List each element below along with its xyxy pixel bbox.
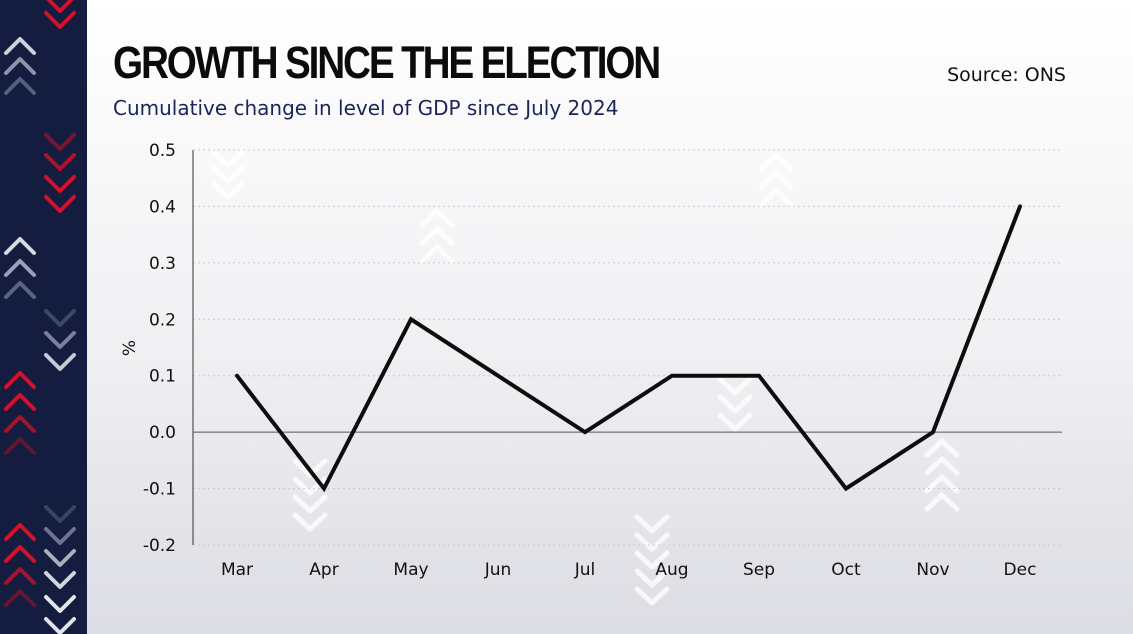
x-tick-label: Nov bbox=[916, 560, 949, 580]
y-tick-label: 0.3 bbox=[149, 254, 176, 274]
data-point bbox=[844, 487, 848, 491]
series-layer bbox=[235, 204, 1022, 493]
background-chevrons bbox=[210, 148, 960, 606]
x-tick-label: Mar bbox=[221, 560, 253, 580]
x-tick-labels: Mar Apr May Jun Jul Aug Sep Oct Nov Dec bbox=[221, 560, 1036, 580]
y-tick-label: 0.0 bbox=[149, 423, 176, 443]
y-tick-label: -0.1 bbox=[143, 480, 176, 500]
y-tick-labels: 0.5 0.4 0.3 0.2 0.1 0.0 -0.1 -0.2 bbox=[143, 141, 176, 556]
y-tick-label: 0.5 bbox=[149, 141, 176, 161]
data-point bbox=[409, 317, 413, 321]
x-tick-label: Dec bbox=[1004, 560, 1037, 580]
data-point bbox=[1018, 204, 1022, 208]
x-tick-label: Sep bbox=[743, 560, 775, 580]
data-point bbox=[235, 374, 239, 378]
x-tick-label: Jul bbox=[574, 560, 596, 580]
chart-subtitle: Cumulative change in level of GDP since … bbox=[113, 96, 619, 120]
x-tick-label: Oct bbox=[831, 560, 861, 580]
y-tick-label: 0.1 bbox=[149, 367, 176, 387]
x-tick-label: Jun bbox=[484, 560, 512, 580]
source-label: Source: ONS bbox=[947, 64, 1066, 86]
data-point bbox=[757, 374, 761, 378]
x-tick-label: May bbox=[393, 560, 428, 580]
y-tick-label: 0.2 bbox=[149, 310, 176, 330]
data-point bbox=[322, 487, 326, 491]
series-line bbox=[235, 204, 1022, 493]
data-point bbox=[931, 430, 935, 434]
y-tick-label: 0.4 bbox=[149, 197, 176, 217]
data-point bbox=[496, 374, 500, 378]
chevron-pattern-icon bbox=[4, 0, 76, 634]
x-tick-label: Apr bbox=[309, 560, 338, 580]
data-point bbox=[670, 374, 674, 378]
chart-title: GROWTH SINCE THE ELECTION bbox=[113, 37, 661, 88]
x-tick-label: Aug bbox=[655, 560, 688, 580]
decorative-side-strip bbox=[0, 0, 87, 634]
y-tick-label: -0.2 bbox=[143, 536, 176, 556]
y-axis-title: % bbox=[120, 340, 140, 356]
data-point bbox=[583, 430, 587, 434]
